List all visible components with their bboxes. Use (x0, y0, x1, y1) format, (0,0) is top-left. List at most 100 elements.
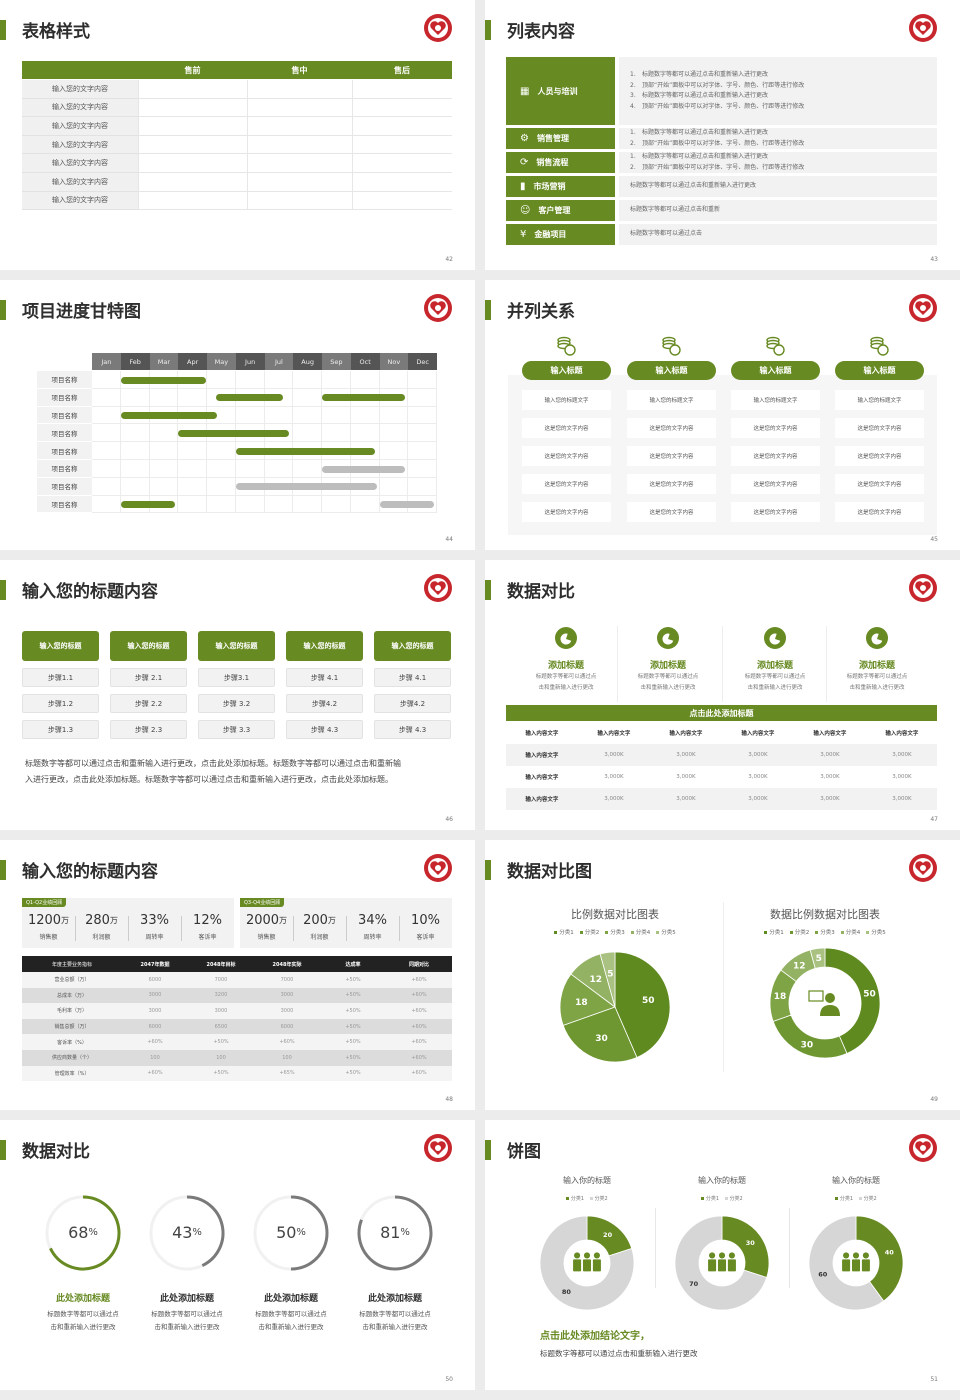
step-box[interactable]: 步骤 4.3 (374, 720, 451, 739)
kpi-divider (399, 916, 400, 941)
table-cell[interactable] (352, 80, 452, 99)
logo-emblem (909, 14, 937, 42)
table-cell[interactable] (138, 154, 247, 173)
list-category[interactable]: ▮ 市场营销 (506, 176, 615, 197)
table-cell[interactable] (352, 191, 452, 211)
gantt-bar-planned[interactable] (235, 483, 377, 491)
step-box[interactable]: 步骤1.2 (22, 694, 99, 713)
kpi-number: 34% (358, 913, 387, 928)
table-cell[interactable] (247, 80, 352, 99)
step-box[interactable]: 步骤 3.3 (198, 720, 275, 739)
logo-emblem (909, 294, 937, 322)
step-column-header[interactable]: 输入您的标题 (286, 631, 363, 661)
gantt-bar-done[interactable] (120, 412, 218, 420)
gantt-cell (149, 388, 179, 407)
gantt-bar-planned[interactable] (322, 465, 406, 473)
column-title-pill[interactable]: 输入标题 (835, 361, 924, 380)
conclusion-title[interactable]: 点击此处添加结论文字， (540, 1331, 650, 1342)
step-box[interactable]: 步骤 4.3 (286, 720, 363, 739)
table-cell[interactable] (352, 117, 452, 136)
step-box[interactable]: 步骤 2.1 (110, 668, 187, 687)
list-category[interactable]: ¥ 金融项目 (506, 224, 615, 245)
user-gear-icon: ⚙ (520, 133, 529, 144)
gantt-bar-done[interactable] (215, 394, 284, 402)
column-cell: 这是您的文字内容 (835, 446, 924, 466)
table-cell[interactable] (247, 173, 352, 192)
column-title-pill[interactable]: 输入标题 (731, 361, 820, 380)
table-cell[interactable] (352, 135, 452, 155)
step-box[interactable]: 步骤 3.2 (198, 694, 275, 713)
table-cell[interactable] (352, 173, 452, 192)
list-category[interactable]: ⟳ 销售流程 (506, 152, 615, 173)
gantt-bar-done[interactable] (120, 376, 206, 384)
gantt-bar-planned[interactable] (379, 501, 435, 509)
logo-center (920, 585, 926, 591)
row-label: 输入您的文字内容 (22, 154, 138, 173)
person-body (707, 1258, 717, 1272)
step-column-header[interactable]: 输入您的标题 (22, 631, 99, 661)
step-column-header[interactable]: 输入您的标题 (374, 631, 451, 661)
ring-value: 43% (147, 1223, 227, 1242)
list-detail: 1. 标题数字等都可以通过点击和重新输入进行更改 2. 顶部“开始”面板中可以对字体、… (619, 57, 937, 125)
progress-ring (253, 1195, 329, 1271)
step-box[interactable]: 步骤1.3 (22, 720, 99, 739)
gantt-bar-done[interactable] (178, 429, 289, 437)
gantt-cell (178, 477, 207, 496)
feature-desc: 击和重新输入进行更改 (747, 685, 803, 691)
gantt-cell (178, 495, 207, 514)
table-cell[interactable] (247, 117, 352, 136)
column-title-pill[interactable]: 输入标题 (522, 361, 611, 380)
table-cell[interactable] (352, 154, 452, 173)
logo-center (920, 1145, 926, 1151)
gantt-bar-done[interactable] (235, 447, 376, 455)
gantt-cell (264, 424, 294, 443)
step-box[interactable]: 步骤4.2 (374, 694, 451, 713)
kpi-label: 利润额 (310, 934, 329, 941)
table-cell[interactable] (247, 98, 352, 118)
table-cell[interactable] (138, 191, 247, 211)
step-box[interactable]: 步骤4.2 (286, 694, 363, 713)
list-category[interactable]: ▦ 人员与培训 (506, 57, 615, 125)
step-column-header[interactable]: 输入您的标题 (110, 631, 187, 661)
feature-desc: 击和重新输入进行更改 (538, 685, 594, 691)
list-category[interactable]: ☺ 客户管理 (506, 200, 615, 221)
step-box[interactable]: 步骤1.1 (22, 668, 99, 687)
step-box[interactable]: 步骤 4.1 (374, 668, 451, 687)
column-cell: 这是您的文字内容 (522, 474, 611, 494)
step-box[interactable]: 步骤 2.2 (110, 694, 187, 713)
step-column-header[interactable]: 输入您的标题 (198, 631, 275, 661)
table-cell[interactable] (247, 154, 352, 173)
table-header-cell: 输入内容文字 (741, 731, 775, 737)
gantt-cell (350, 442, 380, 460)
kpi-tag: Q3-Q4业绩回顾 (240, 898, 285, 907)
table-row (22, 972, 452, 988)
legend-label: 分类4 (635, 930, 651, 936)
logo-emblem (909, 1134, 937, 1162)
table-cell[interactable] (247, 191, 352, 211)
column-title-pill[interactable]: 输入标题 (627, 361, 716, 380)
step-box[interactable]: 步骤3.1 (198, 668, 275, 687)
gantt-cell (379, 477, 409, 496)
table-cell[interactable] (138, 135, 247, 155)
table-cell[interactable] (138, 173, 247, 192)
table-header-cell: 年度主要业务指标 (51, 961, 92, 968)
table-banner[interactable]: 点击此处添加标题 (506, 705, 937, 721)
slide-title: 数据对比图 (507, 862, 592, 882)
ring-value: 81% (355, 1223, 435, 1242)
ring-progress (290, 1195, 329, 1271)
table-row (22, 1003, 452, 1019)
step-box[interactable]: 步骤 2.3 (110, 720, 187, 739)
table-cell: 3,000K (748, 796, 768, 802)
table-cell[interactable] (138, 98, 247, 118)
table-cell[interactable] (352, 98, 452, 118)
table-cell: +50% (345, 1039, 361, 1046)
table-cell[interactable] (138, 117, 247, 136)
table-row (506, 788, 937, 810)
table-cell[interactable] (247, 135, 352, 155)
gantt-bar-done[interactable] (322, 394, 406, 402)
list-category[interactable]: ⚙ 销售管理 (506, 128, 615, 149)
step-box[interactable]: 步骤 4.1 (286, 668, 363, 687)
gantt-bar-done[interactable] (120, 501, 176, 509)
table-cell[interactable] (138, 80, 247, 99)
